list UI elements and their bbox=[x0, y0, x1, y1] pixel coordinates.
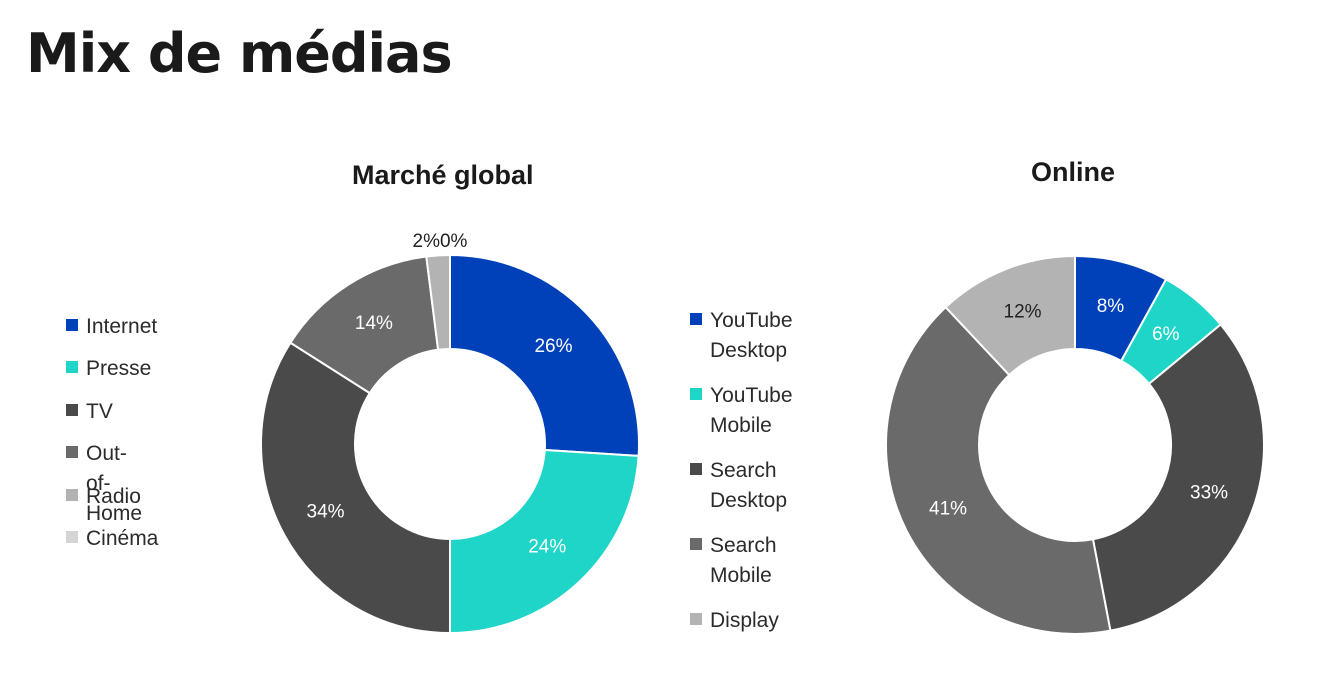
legend-item-out-of-home: Out-of-Home bbox=[66, 439, 142, 529]
legend-swatch bbox=[690, 388, 702, 400]
slice-presse bbox=[449, 448, 640, 635]
legend-label: Search Mobile bbox=[710, 534, 777, 587]
legend-label: YouTube Desktop bbox=[710, 309, 793, 362]
data-label-presse: 24% bbox=[528, 537, 566, 558]
chart-title-online: Online bbox=[1031, 157, 1116, 187]
data-label-radio-cinema: 2%0% bbox=[413, 231, 468, 252]
slice-search-desktop bbox=[1091, 323, 1265, 632]
legend-label: TV bbox=[86, 400, 113, 423]
legend-item-presse: Presse bbox=[66, 354, 151, 384]
data-label-out-of-home: 14% bbox=[355, 313, 393, 334]
legend-swatch bbox=[66, 489, 78, 501]
legend-item-search-desktop: Search Desktop bbox=[690, 456, 787, 516]
legend-label: Radio bbox=[86, 485, 141, 508]
data-label-tv: 34% bbox=[307, 501, 345, 522]
slice-search-mobile bbox=[885, 305, 1112, 635]
legend-swatch bbox=[690, 463, 702, 475]
slice-internet bbox=[449, 253, 640, 457]
legend-label: Search Desktop bbox=[710, 459, 788, 512]
legend-label: YouTube Mobile bbox=[710, 384, 793, 437]
legend-swatch bbox=[690, 613, 702, 625]
data-label-display: 12% bbox=[1004, 302, 1042, 323]
legend-swatch bbox=[66, 404, 78, 416]
legend-label: Presse bbox=[86, 357, 152, 380]
legend-item-tv: TV bbox=[66, 397, 113, 427]
legend-item-youtube-desktop: YouTube Desktop bbox=[690, 306, 793, 366]
legend-swatch bbox=[690, 313, 702, 325]
chart-title-marche-global: Marché global bbox=[352, 160, 534, 190]
slice-tv bbox=[260, 341, 451, 635]
legend-item-internet: Internet bbox=[66, 312, 157, 342]
legend-swatch bbox=[66, 319, 78, 331]
page-title: Mix de médias bbox=[26, 22, 453, 85]
data-label-internet: 26% bbox=[534, 336, 572, 357]
data-label-search-mobile: 41% bbox=[929, 499, 967, 520]
legend-item-search-mobile: Search Mobile bbox=[690, 531, 777, 591]
legend-label: Display bbox=[710, 609, 779, 632]
legend-item-display: Display bbox=[690, 606, 779, 636]
legend-label: Cinéma bbox=[86, 527, 159, 550]
legend-item-youtube-mobile: YouTube Mobile bbox=[690, 381, 793, 441]
data-label-youtube-desktop: 8% bbox=[1097, 296, 1125, 317]
legend-item-radio: Radio bbox=[66, 482, 141, 512]
legend-swatch bbox=[690, 538, 702, 550]
legend-item-cinema: Cinéma bbox=[66, 524, 158, 554]
legend-swatch bbox=[66, 361, 78, 373]
legend-label: Out-of-Home bbox=[86, 442, 143, 525]
legend-swatch bbox=[66, 446, 78, 458]
data-label-youtube-mobile: 6% bbox=[1152, 324, 1180, 345]
data-label-search-desktop: 33% bbox=[1190, 482, 1228, 503]
slice-radio bbox=[425, 253, 451, 351]
slice-display bbox=[944, 254, 1076, 377]
donut-chart-marche-global: 26% 24% 34% 14% 2%0% bbox=[260, 231, 640, 635]
legend-label: Internet bbox=[86, 315, 158, 338]
donut-chart-online: 8% 6% 33% 41% 12% bbox=[885, 254, 1265, 635]
legend-swatch bbox=[66, 531, 78, 543]
